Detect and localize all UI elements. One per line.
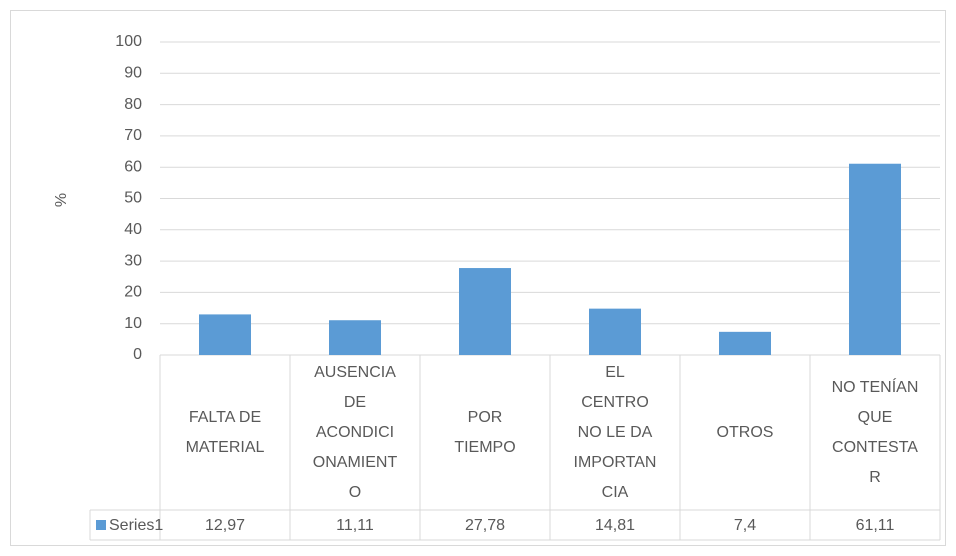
y-tick-label: 60: [124, 158, 142, 175]
table-value: 11,11: [336, 517, 374, 534]
bar: [459, 268, 511, 355]
y-tick-label: 40: [124, 221, 142, 238]
x-tick-label: POR TIEMPO: [454, 408, 516, 456]
y-tick-label: 80: [124, 96, 142, 113]
y-axis-label: %: [53, 193, 70, 207]
bar: [849, 163, 901, 355]
x-tick-label: AUSENCIA DE ACONDICIONAMIENTO: [312, 363, 398, 501]
x-tick-label: FALTA DE MATERIAL: [185, 408, 265, 456]
x-tick-label: NO TENÍAN QUE CONTESTAR: [831, 378, 919, 486]
x-tick-cell: NO TENÍAN QUE CONTESTAR: [831, 378, 919, 486]
table-value: 27,78: [465, 517, 505, 534]
bar: [589, 308, 641, 355]
y-tick-label: 20: [124, 284, 142, 301]
x-tick-cell: EL CENTRO NO LE DA IMPORTANCIA: [573, 363, 657, 501]
table-value: 12,97: [205, 517, 245, 534]
x-tick-cell: FALTA DE MATERIAL: [185, 408, 265, 456]
legend-swatch: [96, 520, 106, 530]
y-tick-label: 30: [124, 252, 142, 269]
y-tick-label: 90: [124, 65, 142, 82]
x-tick-label: OTROS: [716, 423, 774, 441]
table-value: 7,4: [734, 517, 756, 534]
table-value: 61,11: [856, 517, 895, 534]
y-tick-label: 0: [133, 346, 142, 363]
x-tick-cell: OTROS: [716, 423, 774, 441]
y-tick-label: 50: [124, 190, 142, 207]
x-tick-cell: POR TIEMPO: [454, 408, 516, 456]
table-value: 14,81: [595, 517, 635, 534]
bar: [329, 320, 381, 355]
legend-label: Series1: [109, 517, 163, 534]
bar: [719, 331, 771, 355]
x-tick-cell: AUSENCIA DE ACONDICIONAMIENTO: [312, 363, 398, 501]
x-tick-label: EL CENTRO NO LE DA IMPORTANCIA: [573, 363, 657, 501]
bar: [199, 314, 251, 355]
y-tick-label: 10: [124, 315, 142, 332]
y-tick-label: 70: [124, 127, 142, 144]
y-tick-label: 100: [115, 33, 142, 50]
